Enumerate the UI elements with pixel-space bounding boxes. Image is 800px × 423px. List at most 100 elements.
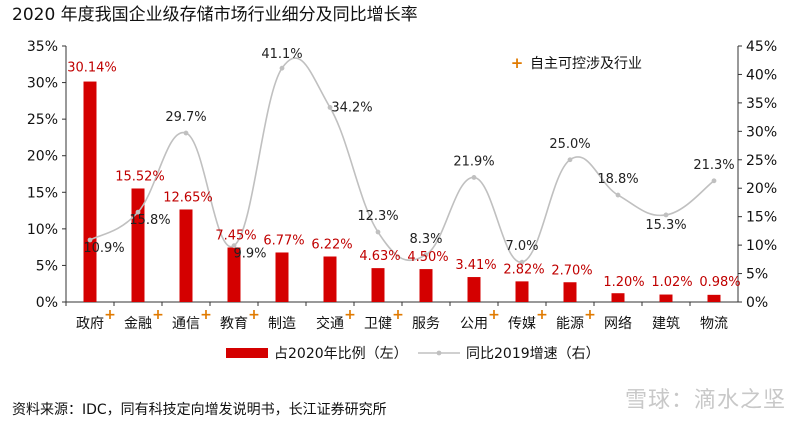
growth-series-line (89, 57, 715, 263)
growth-point (711, 178, 717, 184)
growth-value-label: 15.3% (645, 218, 686, 233)
bar (659, 294, 673, 302)
category-label: 卫健 (364, 316, 392, 332)
bar (83, 81, 97, 302)
autonomous-marker: + (200, 307, 212, 323)
growth-point (183, 130, 189, 136)
bar (179, 209, 193, 302)
autonomous-marker: + (152, 307, 164, 323)
growth-point (375, 229, 381, 235)
left-tick-label: 25% (27, 112, 58, 128)
bar-value-label: 4.63% (359, 249, 400, 264)
growth-value-label: 9.9% (233, 247, 266, 262)
category-label: 网络 (604, 316, 632, 332)
bar (323, 256, 337, 302)
marker-legend-symbol: + (511, 54, 524, 72)
growth-value-label: 25.0% (549, 137, 590, 152)
left-tick-label: 30% (27, 76, 58, 92)
marker-legend-label: 自主可控涉及行业 (530, 56, 642, 72)
chart-title: 2020 年度我国企业级存储市场行业细分及同比增长率 (12, 5, 418, 25)
left-tick-label: 15% (27, 185, 58, 201)
left-tick-label: 5% (36, 258, 58, 274)
axes: 0% 5% 10% 15% 20% 25% 30% 35% 0% 5% 10% 15% 20% 25% 30… (27, 39, 777, 332)
right-tick-label: 45% (746, 39, 777, 55)
data-labels: 30.14% 15.52% 12.65% 7.45% 6.77% 6.22% 4.63% 4.… (67, 47, 740, 290)
bar-value-label: 1.20% (603, 275, 644, 290)
bar (371, 268, 385, 302)
category-label: 制造 (268, 316, 296, 332)
bar-value-label: 6.22% (311, 238, 352, 253)
bar-value-label: 7.45% (215, 229, 256, 244)
growth-point (279, 65, 285, 71)
right-tick-label: 0% (746, 295, 768, 311)
growth-point (615, 192, 621, 198)
bar-value-label: 1.02% (651, 275, 692, 290)
left-tick-label: 0% (36, 295, 58, 311)
growth-point (471, 175, 477, 180)
category-label: 通信 (172, 316, 200, 332)
legend-bar-label: 占2020年比例（左） (274, 346, 408, 362)
bars (83, 81, 721, 302)
bar-value-label: 15.52% (115, 169, 165, 184)
legend-line-point (436, 350, 442, 356)
growth-point (663, 212, 669, 218)
bar-value-label: 30.14% (67, 61, 117, 76)
growth-value-label: 12.3% (357, 209, 398, 224)
autonomous-marker: + (584, 307, 596, 323)
growth-value-label: 7.0% (505, 239, 538, 254)
right-tick-label: 20% (746, 181, 777, 197)
bar (227, 247, 241, 302)
growth-value-label: 21.9% (453, 154, 494, 169)
autonomous-marker: + (392, 307, 404, 323)
growth-value-label: 10.9% (83, 241, 124, 256)
left-tick-label: 35% (27, 39, 58, 55)
bar (563, 282, 577, 302)
growth-point (423, 252, 429, 258)
right-tick-label: 25% (746, 153, 777, 169)
bar (467, 277, 481, 302)
bar-value-label: 0.98% (699, 275, 740, 290)
right-tick-label: 5% (746, 267, 768, 283)
growth-point (567, 157, 573, 163)
growth-value-label: 18.8% (597, 172, 638, 187)
bar-value-label: 2.70% (551, 263, 592, 278)
autonomous-marker: + (536, 307, 548, 323)
autonomous-marker: + (344, 307, 356, 323)
growth-point (327, 105, 333, 110)
legend-line-label: 同比2019增速（右） (466, 346, 600, 362)
right-tick-label: 40% (746, 67, 777, 83)
right-tick-label: 35% (746, 96, 777, 112)
bar (611, 293, 625, 302)
category-label: 传媒 (508, 316, 536, 332)
growth-value-label: 29.7% (165, 110, 206, 125)
right-tick-label: 30% (746, 124, 777, 140)
category-label: 政府 (76, 316, 104, 332)
growth-value-label: 41.1% (261, 47, 302, 62)
bar-value-label: 4.50% (407, 250, 448, 265)
bar-value-label: 3.41% (455, 258, 496, 273)
category-label: 交通 (316, 315, 344, 332)
bar (275, 252, 289, 302)
left-tick-label: 20% (27, 149, 58, 165)
growth-value-label: 8.3% (409, 232, 442, 247)
right-tick-label: 10% (746, 238, 777, 254)
bar (707, 294, 721, 302)
growth-point (135, 209, 141, 215)
category-label: 金融 (124, 316, 152, 332)
growth-value-label: 15.8% (129, 213, 170, 228)
chart: 0% 5% 10% 15% 20% 25% 30% 35% 0% 5% 10% 15% 20% 25% 30… (27, 39, 777, 362)
bar (131, 188, 145, 302)
bar (419, 269, 433, 302)
growth-value-label: 21.3% (693, 158, 734, 173)
right-tick-label: 15% (746, 210, 777, 226)
category-label: 物流 (700, 316, 728, 332)
growth-point (519, 259, 525, 265)
autonomous-marker: + (488, 307, 500, 323)
growth-value-label: 34.2% (331, 100, 372, 115)
category-label: 服务 (412, 316, 440, 332)
bar (515, 281, 529, 302)
growth-point (231, 243, 237, 249)
autonomous-marker: + (104, 307, 116, 323)
autonomous-marker: + (248, 307, 260, 323)
